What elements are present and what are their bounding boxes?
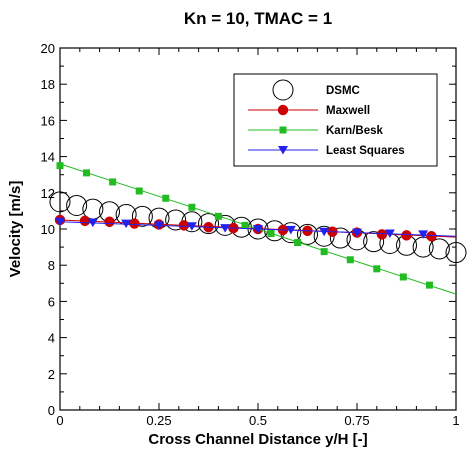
legend-entry-least-squares: Least Squares xyxy=(248,145,405,157)
y-tick-label: 10 xyxy=(41,222,55,237)
data-point-least-squares xyxy=(285,225,296,235)
data-point-least-squares xyxy=(384,229,395,239)
data-point-karn-besk xyxy=(83,169,91,177)
data-point-least-squares xyxy=(154,221,164,230)
legend-entry-dsmc: DSMC xyxy=(272,79,360,101)
data-point-least-squares xyxy=(87,218,98,228)
data-point-dsmc xyxy=(165,209,187,231)
data-point-dsmc xyxy=(297,223,318,245)
chart-title: Kn = 10, TMAC = 1 xyxy=(184,9,332,28)
legend-entry-maxwell: Maxwell xyxy=(248,104,370,117)
legend-marker-karn-besk xyxy=(279,126,287,134)
data-point-karn-besk xyxy=(399,273,407,281)
y-tick-label: 20 xyxy=(41,41,55,56)
y-tick-label: 18 xyxy=(41,77,55,92)
x-tick-label: 0.75 xyxy=(344,413,369,428)
series-layer xyxy=(49,162,467,295)
data-point-least-squares xyxy=(253,225,263,234)
y-tick-label: 12 xyxy=(41,186,55,201)
data-point-dsmc xyxy=(131,205,153,227)
y-tick-label: 16 xyxy=(41,113,55,128)
data-point-dsmc xyxy=(66,194,88,216)
data-point-least-squares xyxy=(418,230,429,239)
data-point-karn-besk xyxy=(267,230,275,238)
series-least-squares xyxy=(55,217,457,239)
y-axis: 0 2 4 6 8 10 12 14 16 18 20 xyxy=(41,41,456,418)
data-point-karn-besk xyxy=(214,212,222,220)
data-point-dsmc xyxy=(49,191,71,213)
legend-label-dsmc: DSMC xyxy=(326,85,360,97)
data-point-maxwell xyxy=(104,216,115,228)
data-point-dsmc xyxy=(428,238,450,260)
y-tick-label: 8 xyxy=(48,258,55,273)
data-point-maxwell xyxy=(129,218,140,229)
x-tick-label: 0 xyxy=(56,413,63,428)
data-point-karn-besk xyxy=(241,221,249,229)
data-point-dsmc xyxy=(445,242,467,264)
x-axis: 0 0.25 0.5 0.75 1 xyxy=(56,48,460,428)
legend-box xyxy=(233,73,438,167)
y-tick-label: 14 xyxy=(41,150,55,165)
data-point-maxwell xyxy=(79,215,91,227)
x-tick-label: 1 xyxy=(452,413,459,428)
data-point-karn-besk xyxy=(373,265,381,273)
x-tick-label: 0.25 xyxy=(146,413,171,428)
y-tick-label: 2 xyxy=(48,367,55,382)
data-point-karn-besk xyxy=(320,248,328,256)
data-point-dsmc xyxy=(198,213,219,235)
y-tick-label: 0 xyxy=(48,403,55,418)
data-point-maxwell xyxy=(426,230,437,242)
data-point-karn-besk xyxy=(162,194,170,202)
legend-entry-karn-besk: Karn/Besk xyxy=(248,125,383,137)
data-point-karn-besk xyxy=(56,162,64,170)
y-tick-label: 6 xyxy=(48,294,55,309)
legend-label-maxwell: Maxwell xyxy=(326,105,370,117)
data-point-least-squares xyxy=(186,222,197,231)
data-point-maxwell xyxy=(376,229,388,240)
data-point-dsmc xyxy=(329,227,351,249)
legend-label-karn-besk: Karn/Besk xyxy=(326,125,383,137)
data-point-least-squares xyxy=(319,227,330,237)
data-point-maxwell xyxy=(178,220,190,231)
legend-marker-maxwell xyxy=(277,104,289,116)
data-point-maxwell xyxy=(401,230,412,241)
y-tick-label: 4 xyxy=(48,331,55,346)
legend: DSMC Maxwell Karn/Besk Least Squares xyxy=(233,73,438,167)
data-point-least-squares xyxy=(220,224,231,233)
legend-marker-dsmc xyxy=(272,79,294,101)
data-point-karn-besk xyxy=(188,203,196,211)
data-point-karn-besk xyxy=(346,256,354,264)
data-point-karn-besk xyxy=(294,239,302,247)
legend-marker-least-squares xyxy=(278,146,288,155)
x-tick-label: 0.5 xyxy=(249,413,267,428)
data-point-karn-besk xyxy=(135,187,143,195)
data-point-karn-besk xyxy=(109,178,117,186)
data-point-least-squares xyxy=(121,219,132,229)
x-axis-label: Cross Channel Distance y/H [-] xyxy=(148,431,367,448)
legend-label-least-squares: Least Squares xyxy=(326,145,405,157)
data-point-karn-besk xyxy=(425,281,433,289)
data-point-least-squares xyxy=(352,228,362,238)
data-point-dsmc xyxy=(363,231,385,253)
data-point-least-squares xyxy=(55,217,65,227)
y-axis-label: Velocity [m/s] xyxy=(7,181,24,278)
